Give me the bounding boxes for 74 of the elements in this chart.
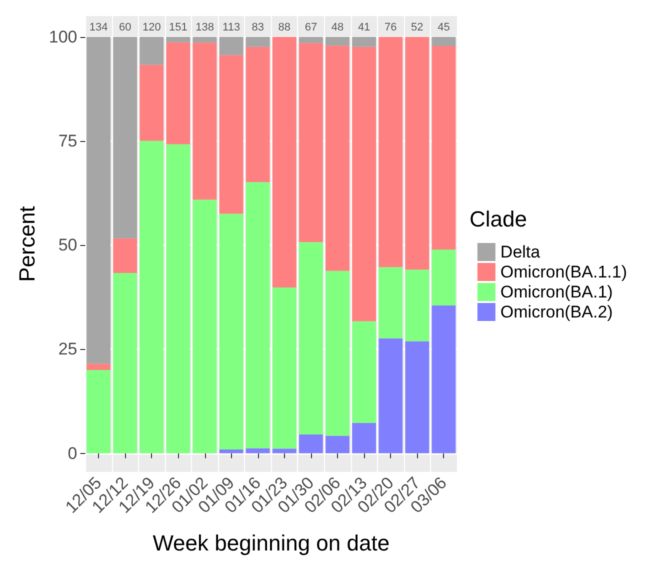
bar xyxy=(272,36,296,288)
bar xyxy=(405,341,430,454)
bar xyxy=(113,36,138,238)
y-tick-label: 0 xyxy=(68,444,78,463)
bar xyxy=(86,36,110,364)
bar xyxy=(192,36,217,43)
bar xyxy=(113,238,138,273)
bar xyxy=(140,140,164,454)
bar xyxy=(219,55,244,214)
bar xyxy=(405,36,430,270)
bar xyxy=(219,450,244,454)
bar xyxy=(192,42,217,200)
y-tick-label: 25 xyxy=(58,340,78,359)
bar xyxy=(432,36,456,46)
bar xyxy=(299,43,323,242)
bar xyxy=(352,422,376,454)
bar xyxy=(246,448,270,454)
bar xyxy=(140,36,164,65)
bar xyxy=(272,448,296,454)
annotation: 138 xyxy=(196,22,214,34)
bar xyxy=(86,364,110,370)
bar xyxy=(246,182,270,448)
annotation: 67 xyxy=(304,22,318,34)
bar xyxy=(140,64,164,141)
bar xyxy=(326,436,350,454)
bar xyxy=(326,270,350,436)
legend-label: Delta xyxy=(500,242,541,262)
bar xyxy=(113,272,138,454)
bar xyxy=(299,242,323,435)
y-tick-label: 75 xyxy=(58,131,78,150)
bar xyxy=(219,214,244,450)
bar xyxy=(352,321,376,423)
annotation: 45 xyxy=(438,22,450,34)
bar xyxy=(432,46,456,250)
bar xyxy=(378,338,403,454)
legend-label: Omicron(BA.1) xyxy=(500,282,613,302)
annotation: 113 xyxy=(222,22,240,34)
bar xyxy=(246,36,270,47)
bar xyxy=(272,288,296,449)
bar xyxy=(405,270,430,342)
bar xyxy=(352,36,376,47)
annotation: 83 xyxy=(252,22,264,34)
annotation: 48 xyxy=(331,22,344,34)
legend-title: Clade xyxy=(470,206,528,232)
bar xyxy=(246,46,270,182)
bar xyxy=(299,36,323,44)
annotation: 41 xyxy=(358,22,370,34)
bar xyxy=(326,46,350,271)
bar xyxy=(378,36,403,268)
bar xyxy=(432,250,456,306)
bar xyxy=(166,36,190,42)
bar xyxy=(378,267,403,338)
bar xyxy=(352,46,376,322)
annotation: 60 xyxy=(118,22,132,34)
bar xyxy=(86,370,110,454)
annotation: 52 xyxy=(411,22,424,34)
y-tick-label: 100 xyxy=(48,27,78,46)
bar xyxy=(166,144,190,454)
annotation: 120 xyxy=(142,22,161,34)
bar xyxy=(299,434,323,454)
annotation: 88 xyxy=(278,22,291,34)
bar xyxy=(432,305,456,454)
legend-label: Omicron(BA.1.1) xyxy=(500,262,628,282)
legend-label: Omicron(BA.2) xyxy=(500,302,613,322)
y-axis-title: Percent xyxy=(14,206,40,282)
annotation: 76 xyxy=(384,22,397,34)
y-tick-label: 50 xyxy=(58,236,78,255)
bar xyxy=(166,42,190,144)
annotation: 134 xyxy=(89,22,108,34)
annotation: 151 xyxy=(169,22,188,34)
bar xyxy=(219,36,244,56)
x-axis-title: Week beginning on date xyxy=(152,530,390,556)
bar xyxy=(326,36,350,46)
bar xyxy=(192,200,217,454)
